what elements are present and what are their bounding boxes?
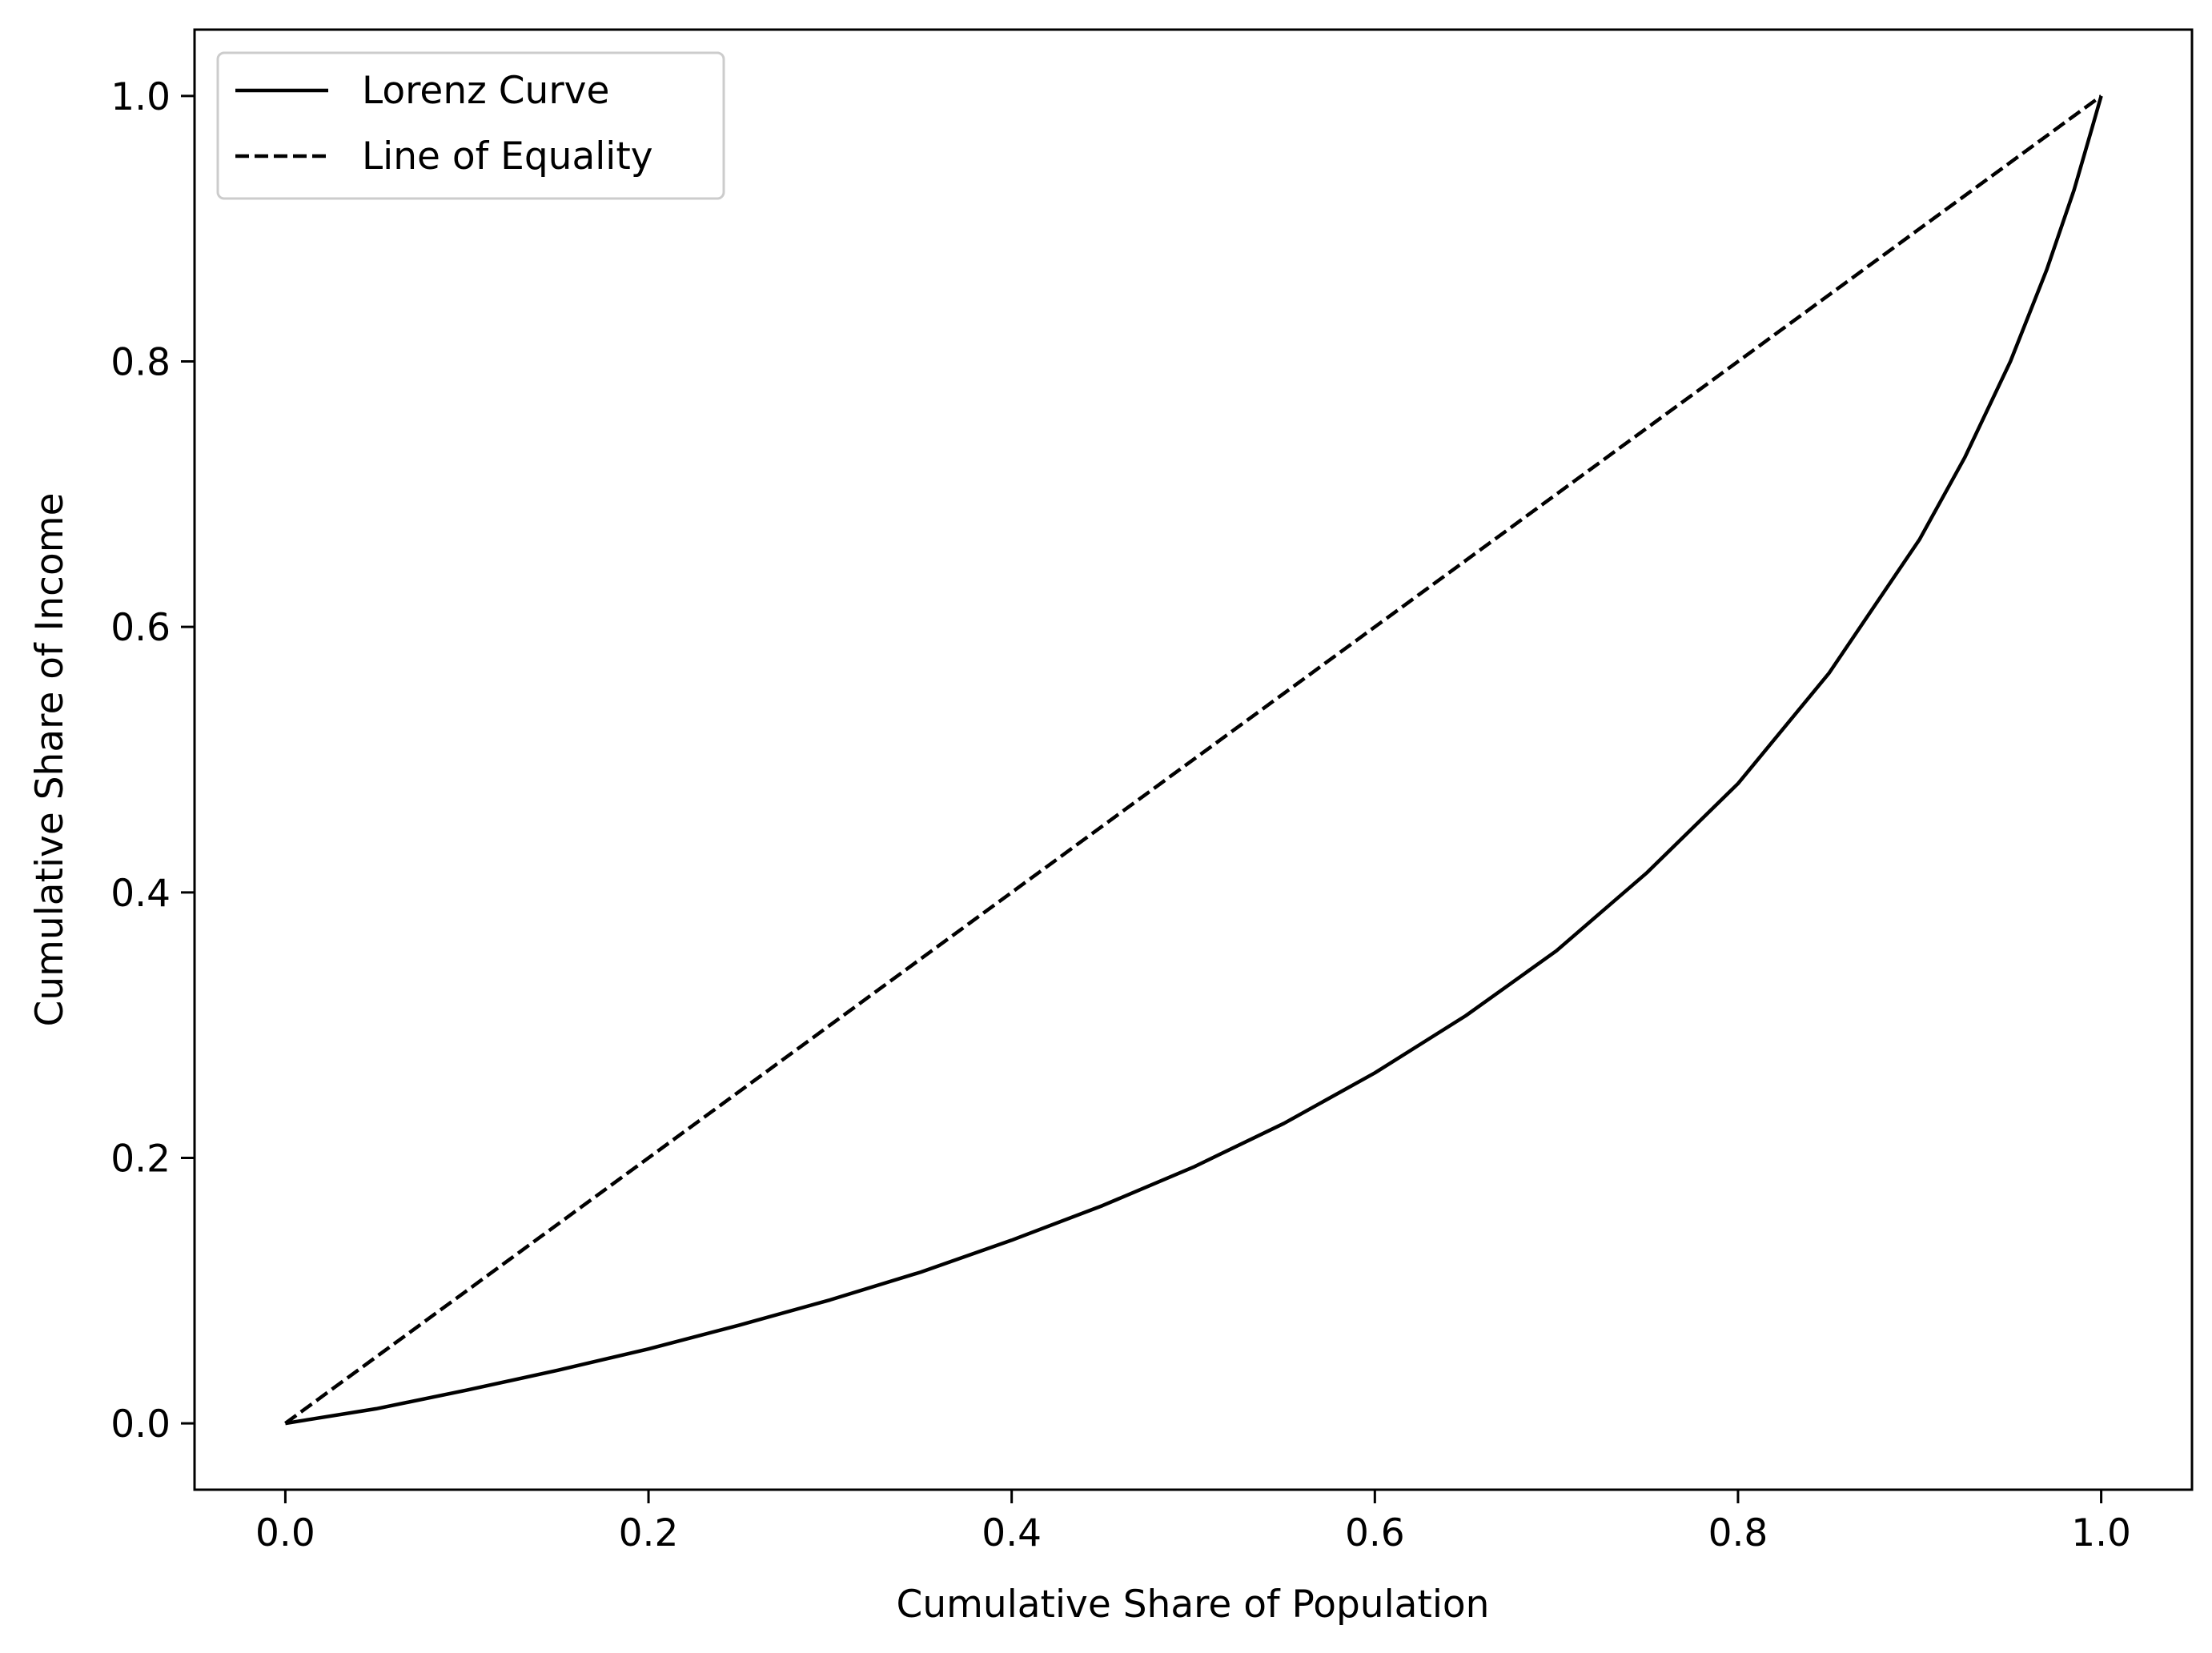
y-axis-label: Cumulative Share of Income — [28, 493, 72, 1027]
x-tick-label: 0.6 — [1345, 1511, 1405, 1555]
y-tick-label: 0.0 — [110, 1402, 171, 1446]
x-tick-label: 1.0 — [2071, 1511, 2131, 1555]
series-line-lorenz-curve — [285, 95, 2103, 1426]
legend-label-equality: Line of Equality — [362, 134, 653, 179]
x-tick-label: 0.4 — [982, 1511, 1042, 1555]
legend: Lorenz Curve Line of Equality — [216, 51, 725, 200]
series-layer — [284, 94, 2103, 1426]
x-tick-label: 0.2 — [619, 1511, 679, 1555]
x-tick-label: 0.8 — [1708, 1511, 1768, 1555]
legend-box — [216, 51, 725, 200]
y-tick-label: 0.6 — [110, 606, 171, 650]
x-axis-label: Cumulative Share of Population — [897, 1583, 1490, 1627]
y-tick-label: 0.8 — [110, 341, 171, 385]
x-tick-label: 0.0 — [255, 1511, 315, 1555]
legend-label-lorenz: Lorenz Curve — [362, 69, 609, 113]
series-line-line-of-equality — [284, 94, 2102, 1425]
plot-frame — [193, 28, 2194, 1491]
y-tick-label: 1.0 — [110, 75, 171, 119]
ticks-layer: 0.0 0.2 0.4 0.6 0.8 1.0 0.0 0.2 0.4 0.6 0.8 1.0 — [110, 75, 2131, 1555]
y-tick-label: 0.4 — [110, 872, 171, 916]
y-tick-label: 0.2 — [110, 1137, 171, 1181]
